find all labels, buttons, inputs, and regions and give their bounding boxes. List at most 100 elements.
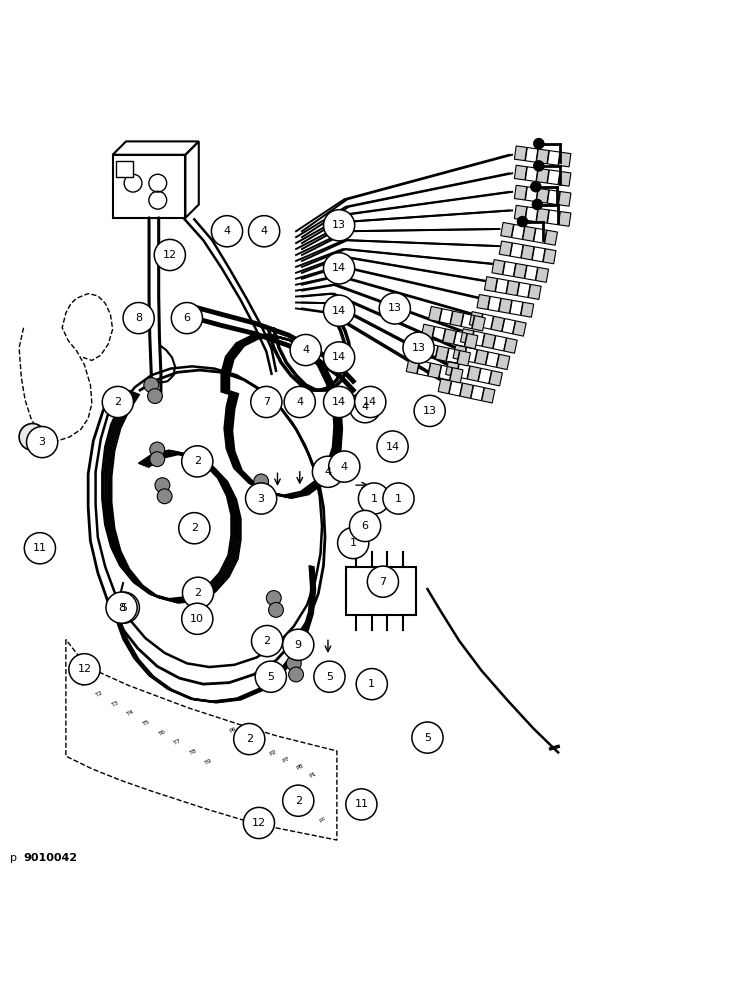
Text: 2: 2 — [245, 734, 253, 744]
Circle shape — [212, 216, 242, 247]
Circle shape — [414, 395, 445, 426]
Polygon shape — [521, 302, 534, 317]
Text: 4: 4 — [224, 226, 230, 236]
Circle shape — [251, 625, 283, 657]
Circle shape — [377, 431, 408, 462]
Polygon shape — [453, 345, 466, 360]
Text: P4: P4 — [242, 734, 251, 742]
Circle shape — [346, 789, 377, 820]
Polygon shape — [472, 316, 485, 331]
Polygon shape — [499, 241, 512, 256]
Polygon shape — [435, 346, 449, 361]
Polygon shape — [559, 152, 571, 167]
Circle shape — [337, 527, 369, 559]
Circle shape — [530, 181, 541, 192]
Polygon shape — [499, 298, 512, 313]
Circle shape — [255, 661, 286, 692]
Text: 5: 5 — [326, 672, 333, 682]
Text: 6: 6 — [361, 521, 369, 531]
Circle shape — [102, 386, 133, 418]
Circle shape — [182, 446, 213, 477]
Circle shape — [283, 785, 314, 816]
Text: 14: 14 — [364, 397, 377, 407]
Polygon shape — [465, 333, 478, 349]
Polygon shape — [513, 321, 526, 336]
Text: P8: P8 — [295, 763, 304, 771]
Circle shape — [69, 654, 100, 685]
Circle shape — [254, 474, 269, 489]
Text: 3: 3 — [39, 437, 46, 447]
Text: 5: 5 — [424, 733, 431, 743]
Polygon shape — [406, 358, 420, 374]
Text: 1: 1 — [370, 494, 378, 504]
Text: 1: 1 — [395, 494, 402, 504]
Polygon shape — [559, 171, 571, 186]
Polygon shape — [536, 267, 548, 282]
Polygon shape — [457, 351, 470, 366]
Polygon shape — [515, 146, 527, 161]
Circle shape — [324, 342, 355, 373]
Polygon shape — [515, 185, 527, 200]
Polygon shape — [485, 277, 497, 292]
Circle shape — [144, 377, 159, 392]
Text: 11: 11 — [355, 799, 368, 809]
Text: 7: 7 — [379, 577, 387, 587]
Text: T2: T2 — [96, 690, 105, 698]
Polygon shape — [523, 226, 536, 241]
Polygon shape — [438, 378, 451, 394]
Polygon shape — [469, 312, 482, 327]
Circle shape — [108, 592, 139, 623]
Circle shape — [150, 442, 165, 457]
Circle shape — [383, 483, 414, 514]
Polygon shape — [428, 363, 441, 378]
Polygon shape — [492, 260, 505, 275]
Circle shape — [324, 386, 355, 418]
Text: 13: 13 — [387, 303, 402, 313]
Text: pc: pc — [318, 815, 327, 823]
Circle shape — [123, 303, 154, 334]
Text: P3: P3 — [255, 741, 264, 749]
Text: P7: P7 — [282, 756, 291, 764]
Text: 13: 13 — [411, 343, 426, 353]
Polygon shape — [450, 368, 463, 383]
Text: 3: 3 — [257, 494, 265, 504]
Text: 1: 1 — [368, 679, 375, 689]
Text: 4: 4 — [361, 402, 369, 412]
Circle shape — [358, 483, 390, 514]
Circle shape — [283, 629, 314, 660]
Text: 5: 5 — [120, 603, 127, 613]
Polygon shape — [460, 383, 473, 398]
Circle shape — [26, 426, 58, 458]
Text: 9010042: 9010042 — [24, 853, 78, 863]
Circle shape — [284, 386, 316, 418]
Circle shape — [248, 216, 280, 247]
Circle shape — [24, 533, 55, 564]
Circle shape — [367, 566, 399, 597]
Circle shape — [269, 602, 283, 617]
Polygon shape — [521, 245, 534, 260]
Circle shape — [183, 577, 214, 608]
Circle shape — [533, 138, 544, 149]
Text: 12: 12 — [163, 250, 177, 260]
Circle shape — [266, 591, 281, 605]
Polygon shape — [468, 366, 481, 381]
Text: T7: T7 — [174, 738, 183, 746]
Text: 4: 4 — [302, 345, 309, 355]
Text: 14: 14 — [332, 397, 346, 407]
Circle shape — [289, 667, 304, 682]
Circle shape — [255, 485, 270, 500]
Text: 7: 7 — [263, 397, 270, 407]
Polygon shape — [545, 230, 557, 245]
Text: 14: 14 — [332, 306, 346, 316]
Polygon shape — [491, 316, 504, 332]
Polygon shape — [504, 338, 518, 353]
Polygon shape — [506, 281, 519, 296]
Text: P2: P2 — [269, 748, 278, 756]
Text: 11: 11 — [33, 543, 47, 553]
Polygon shape — [414, 341, 427, 357]
Text: P1: P1 — [309, 771, 318, 779]
Polygon shape — [421, 324, 435, 340]
Text: 5: 5 — [267, 672, 275, 682]
Circle shape — [349, 510, 381, 542]
Text: P6: P6 — [228, 726, 237, 734]
